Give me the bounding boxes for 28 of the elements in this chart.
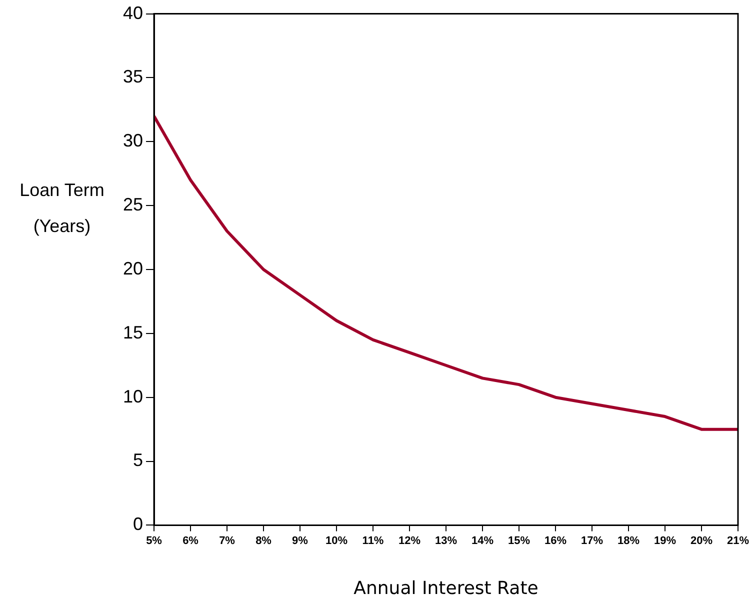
x-tick-label: 12%	[398, 534, 421, 547]
y-tick-label: 5	[133, 450, 144, 470]
x-tick-label: 8%	[256, 534, 272, 547]
y-tick-label: 25	[122, 194, 144, 215]
y-axis-title: Loan Term (Years)	[18, 179, 106, 238]
y-tick-label: 10	[122, 386, 144, 406]
y-tick-label: 20	[122, 258, 144, 278]
x-tick-label: 21%	[726, 534, 750, 547]
x-tick-label: 11%	[362, 534, 384, 547]
x-tick-label: 16%	[544, 534, 567, 547]
x-tick-label: 13%	[434, 534, 458, 547]
x-tick-label: 6%	[182, 534, 199, 547]
x-tick-label: 19%	[654, 534, 676, 547]
x-tick-label: 5%	[146, 534, 162, 547]
y-tick-label: 40	[122, 2, 144, 23]
x-tick-label: 18%	[617, 534, 640, 547]
x-tick-label: 7%	[219, 534, 236, 547]
y-tick-label: 15	[122, 322, 144, 342]
x-tick-label: 15%	[508, 534, 530, 547]
x-tick-label: 9%	[292, 534, 308, 547]
y-tick-label: 30	[122, 130, 144, 151]
x-tick-label: 14%	[471, 534, 494, 547]
x-tick-label: 20%	[690, 534, 713, 547]
x-axis-title: Annual Interest Rate	[354, 578, 538, 599]
y-tick-label: 35	[122, 66, 144, 87]
x-tick-label: 10%	[325, 534, 348, 547]
x-tick-label: 17%	[580, 534, 604, 547]
y-tick-label: 0	[133, 514, 144, 534]
